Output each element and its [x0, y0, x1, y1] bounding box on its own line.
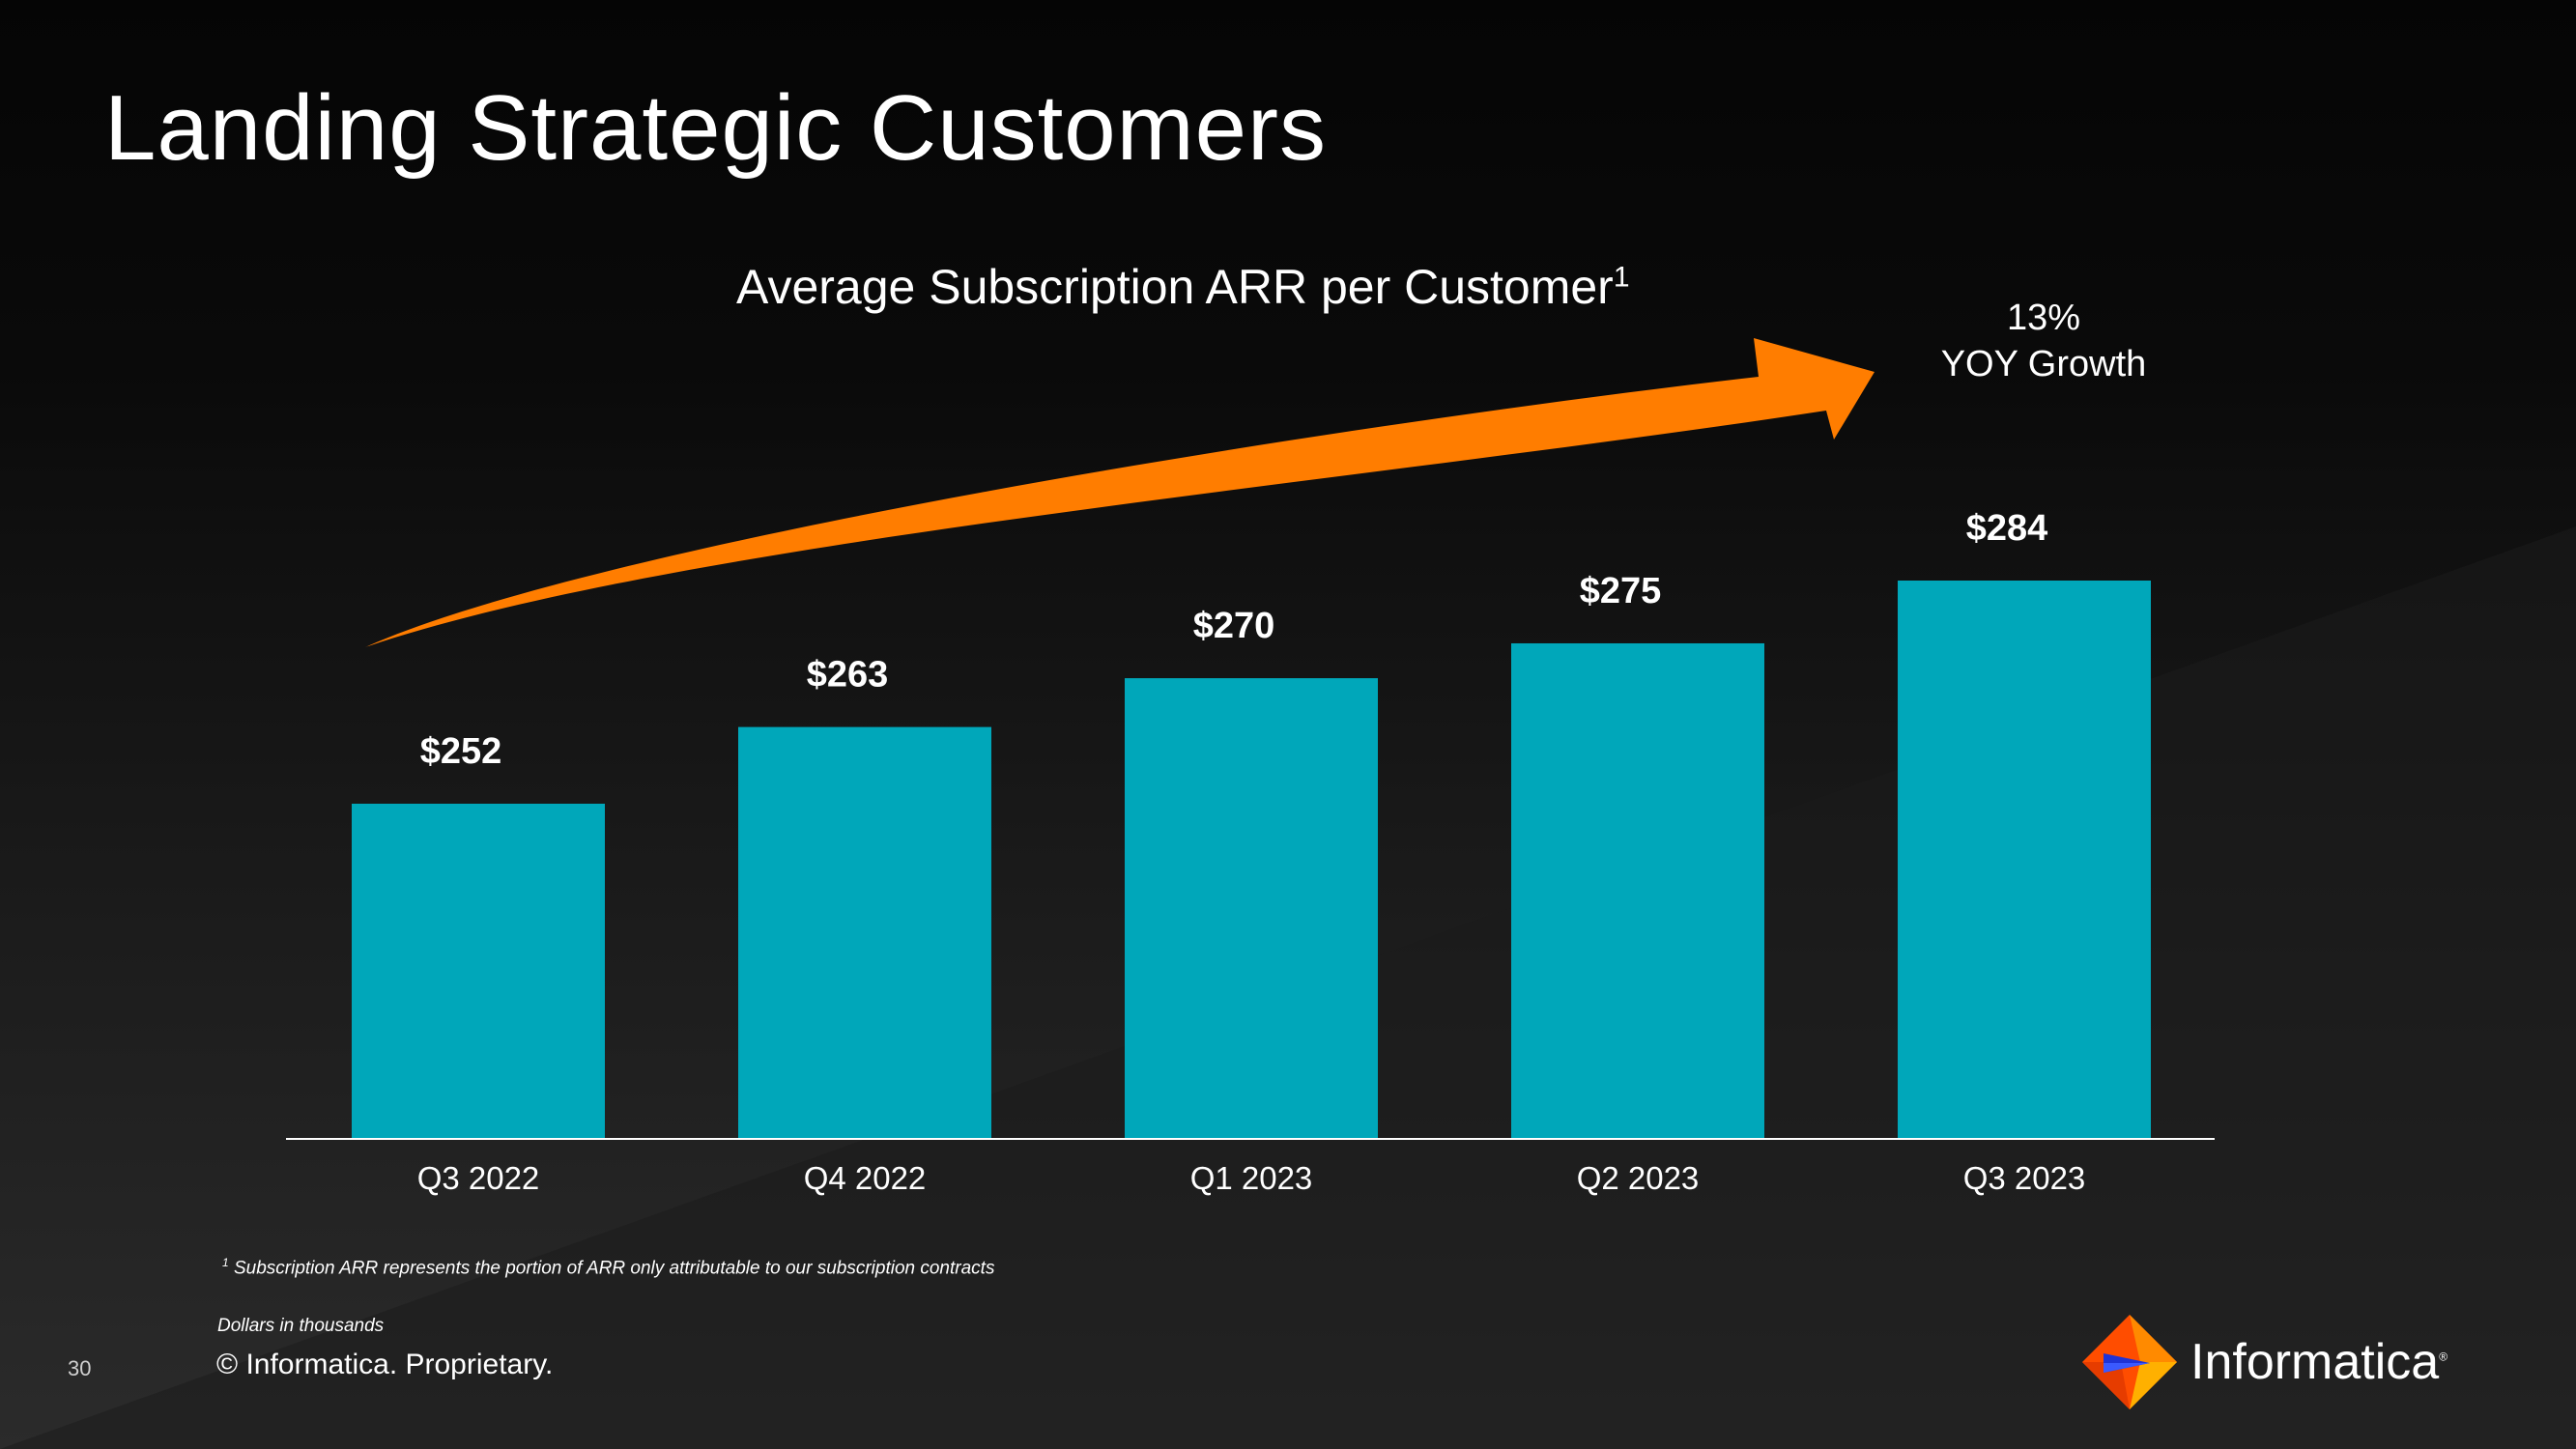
footnote: 1 Subscription ARR represents the portio… [222, 1256, 994, 1279]
bars-layer [352, 581, 2151, 1139]
data-label: $275 [1580, 571, 1662, 611]
x-tick-label: Q4 2022 [804, 1160, 927, 1196]
data-label: $252 [420, 731, 502, 772]
data-labels-layer: $252 $263 $270 $275 $284 [420, 508, 2048, 772]
x-tick-labels-layer: Q3 2022 Q4 2022 Q1 2023 Q2 2023 Q3 2023 [417, 1160, 2086, 1196]
chart-title: Average Subscription ARR per Customer1 [736, 259, 1630, 315]
footnote-marker: 1 [222, 1256, 229, 1269]
bar-q1-2023 [1125, 678, 1378, 1139]
brand-name: Informatica® [2190, 1334, 2448, 1390]
data-label: $284 [1966, 508, 2048, 549]
page-number: 30 [68, 1356, 92, 1380]
chart-title-text: Average Subscription ARR per Customer [736, 260, 1614, 314]
bar-q3-2023 [1898, 581, 2151, 1139]
growth-label: YOY Growth [1940, 344, 2147, 384]
chart-title-superscript: 1 [1613, 261, 1630, 294]
bar-q2-2023 [1511, 642, 1764, 1139]
copyright-text: © Informatica. Proprietary. [216, 1349, 554, 1380]
bar-q4-2022 [738, 726, 991, 1139]
x-tick-label: Q1 2023 [1190, 1160, 1313, 1196]
bar-q3-2022 [352, 804, 605, 1139]
data-label: $263 [807, 655, 889, 696]
units-note: Dollars in thousands [217, 1316, 385, 1336]
informatica-logo-icon [2082, 1315, 2177, 1409]
growth-arrow [365, 338, 1875, 647]
footnote-text: Subscription ARR represents the portion … [233, 1258, 995, 1279]
page-title: Landing Strategic Customers [104, 76, 1327, 180]
data-label: $270 [1193, 606, 1275, 646]
x-tick-label: Q3 2022 [417, 1160, 540, 1196]
brand-logo: Informatica® [2082, 1314, 2447, 1410]
growth-value: 13% [2006, 298, 2081, 338]
x-tick-label: Q2 2023 [1577, 1160, 1700, 1196]
x-tick-label: Q3 2023 [1963, 1160, 2086, 1196]
growth-callout: 13% YOY Growth [1913, 295, 2174, 387]
